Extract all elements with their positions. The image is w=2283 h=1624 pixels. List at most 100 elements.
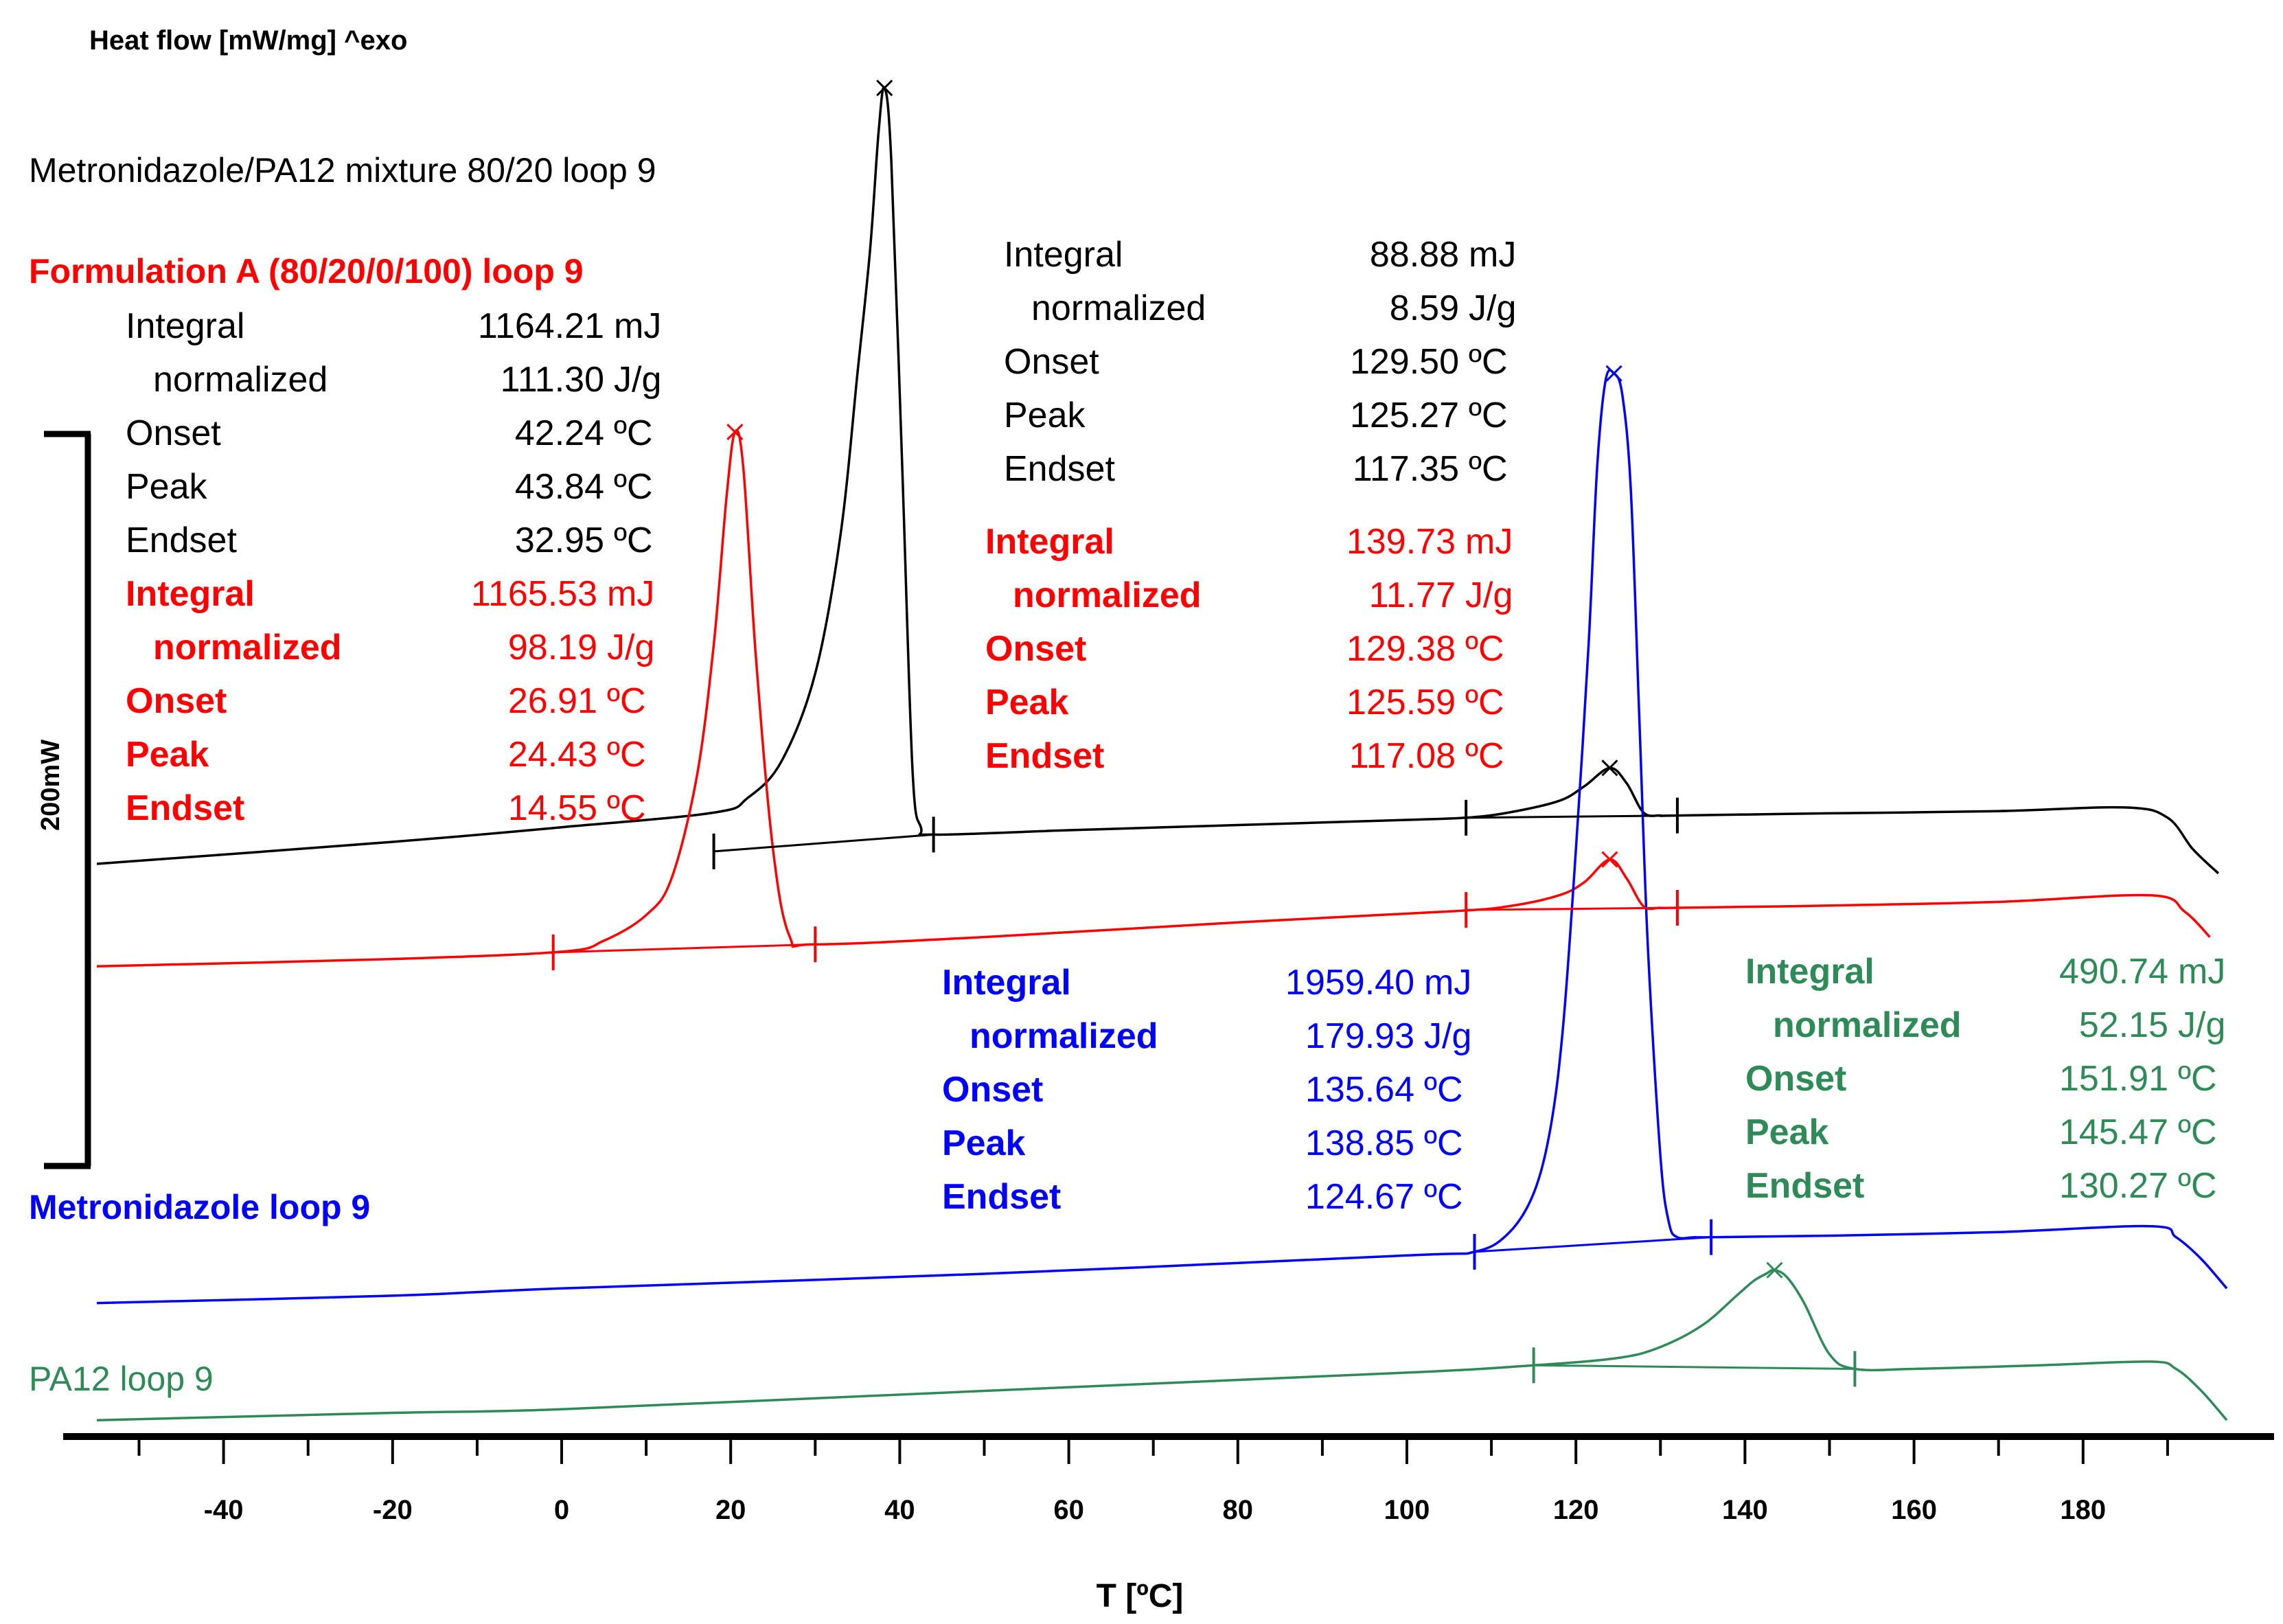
curve-formulation [96, 428, 2211, 968]
annotation-value: 129.38 [1346, 629, 1456, 669]
curve-metronidazole [96, 369, 2228, 1305]
annotation-value: 129.50 [1350, 342, 1459, 382]
annotation-value: 151.91 [2059, 1059, 2168, 1099]
annotation-unit: ºC [1469, 342, 1508, 382]
curve-pa12 [96, 1268, 2228, 1421]
annotation-label: normalized [153, 360, 328, 400]
baseline-pa12 [1533, 1364, 1855, 1371]
annotation-unit: mJ [1424, 963, 1471, 1003]
annotation-label: Peak [126, 467, 208, 507]
x-tick-label: 140 [1722, 1495, 1768, 1525]
annotation-unit: J/g [607, 628, 654, 667]
annotation-value: 1164.21 [478, 306, 604, 346]
annotation-unit: mJ [2178, 952, 2225, 992]
annotation-label: Integral [1004, 235, 1123, 275]
x-tick-label: 80 [1223, 1495, 1254, 1525]
annotation-value: 24.43 [508, 735, 597, 775]
annotation-mixture-pa12: Integral 88.88 mJ normalized 8.59 J/g Onset 129… [1004, 235, 1516, 489]
annotation-label: Endset [985, 736, 1104, 776]
annotation-label: Peak [1745, 1112, 1829, 1152]
annotation-label: Integral [126, 306, 244, 346]
annotation-value: 130.27 [2059, 1166, 2168, 1206]
annotation-unit: ºC [614, 467, 653, 507]
annotation-unit: ºC [2178, 1112, 2217, 1152]
annotation-label: normalized [1013, 575, 1202, 615]
legend-mixture: Metronidazole/PA12 mixture 80/20 loop 9 [29, 151, 656, 190]
annotation-label: Peak [1004, 396, 1086, 435]
annotation-value: 43.84 [515, 467, 604, 507]
annotation-label: normalized [970, 1016, 1158, 1056]
x-tick-label: 100 [1384, 1495, 1430, 1525]
annotation-unit: ºC [607, 735, 646, 775]
annotation-unit: ºC [2178, 1059, 2217, 1099]
legend-metronidazole: Metronidazole loop 9 [29, 1188, 370, 1226]
annotation-value: 117.08 [1349, 736, 1456, 776]
annotation-label: Onset [1004, 342, 1099, 382]
x-tick-label: -20 [373, 1495, 413, 1525]
annotation-label: Onset [126, 413, 221, 453]
peak-marker-formulation [726, 423, 744, 441]
annotation-unit: ºC [607, 788, 646, 828]
annotation-unit: ºC [1424, 1123, 1463, 1163]
annotation-label: normalized [153, 628, 342, 667]
annotation-value: 32.95 [515, 521, 604, 560]
peak-marker-mixture [876, 79, 893, 97]
annotation-label: Integral [126, 574, 255, 614]
annotation-value: 124.67 [1305, 1177, 1414, 1217]
peak-marker-formulation [1601, 851, 1618, 868]
annotation-value: 125.59 [1346, 683, 1456, 722]
annotation-value: 145.47 [2059, 1112, 2168, 1152]
annotation-unit: mJ [607, 574, 654, 614]
baseline-mixture [713, 833, 934, 853]
curve-markers [551, 79, 1857, 1387]
annotation-metronidazole: Integral 1959.40 mJ normalized 179.93 J/g Onse… [942, 963, 1471, 1217]
x-tick-label: 180 [2060, 1495, 2106, 1525]
annotation-label: Onset [1745, 1059, 1846, 1099]
scale-bar-label: 200mW [36, 740, 65, 831]
annotation-value: 26.91 [508, 681, 597, 721]
baseline-metronidazole [1474, 1236, 1712, 1253]
annotation-unit: J/g [1469, 288, 1516, 328]
scale-bar: 200mW [36, 431, 91, 1169]
legend-pa12: PA12 loop 9 [29, 1360, 214, 1398]
annotation-label: Integral [1745, 952, 1874, 992]
x-tick-label: 160 [1891, 1495, 1937, 1525]
annotation-label: Onset [126, 681, 227, 721]
annotation-unit: mJ [614, 306, 661, 346]
annotation-unit: ºC [614, 521, 653, 560]
annotation-unit: ºC [607, 681, 646, 721]
baseline-formulation [553, 943, 816, 954]
x-tick-label: 0 [554, 1495, 569, 1525]
annotation-value: 42.24 [515, 413, 604, 453]
annotation-label: normalized [1773, 1005, 1962, 1045]
annotation-value: 139.73 [1346, 522, 1456, 562]
curve-mixture [96, 86, 2220, 875]
annotation-unit: ºC [1424, 1177, 1463, 1217]
annotation-formulation-melting: Integral 1165.53 mJ normalized 98.19 J/g Onset… [126, 574, 654, 828]
annotation-label: Endset [126, 788, 244, 828]
annotation-label: Peak [942, 1123, 1026, 1163]
annotation-unit: mJ [1465, 522, 1513, 562]
annotation-value: 135.64 [1305, 1070, 1414, 1110]
annotation-unit: ºC [1465, 629, 1504, 669]
y-axis-label: Heat flow [mW/mg] ^exo [89, 25, 407, 56]
annotation-label: Peak [985, 683, 1069, 722]
annotation-unit: J/g [1424, 1016, 1471, 1056]
annotation-label: Integral [985, 522, 1114, 562]
curves [96, 86, 2228, 1421]
annotation-label: Endset [1745, 1166, 1864, 1206]
annotation-value: 125.27 [1350, 396, 1459, 435]
baseline-mixture [1466, 814, 1677, 819]
annotation-unit: ºC [1424, 1070, 1463, 1110]
x-tick-label: -40 [204, 1495, 244, 1525]
peak-marker-metronidazole [1605, 365, 1622, 382]
annotation-unit: J/g [614, 360, 661, 400]
annotation-value: 111.30 [501, 360, 604, 400]
annotation-value: 11.77 [1369, 575, 1456, 615]
annotation-unit: ºC [1465, 736, 1504, 776]
annotation-label: Onset [942, 1070, 1043, 1110]
annotation-value: 138.85 [1305, 1123, 1414, 1163]
annotation-label: Integral [942, 963, 1071, 1003]
annotation-value: 8.59 [1390, 288, 1459, 328]
